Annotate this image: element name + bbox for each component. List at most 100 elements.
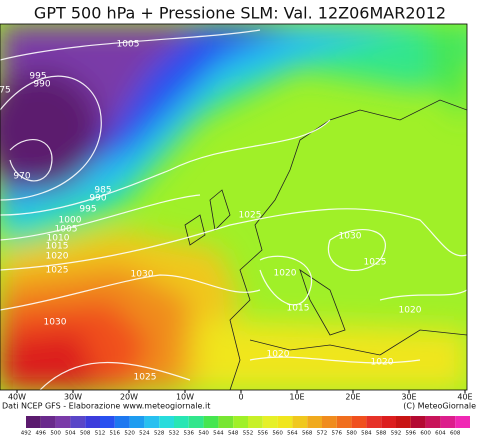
credits-left: Dati NCEP GFS - Elaborazione www.meteogi… — [2, 402, 210, 411]
scale-swatch — [40, 416, 56, 428]
credits-right: (C) MeteoGiornale — [403, 402, 476, 411]
scale-label: 524 — [139, 431, 150, 437]
scale-label: 568 — [302, 431, 313, 437]
isobar-label: 1015 — [287, 304, 310, 314]
scale-label: 548 — [228, 431, 239, 437]
scale-label: 576 — [332, 431, 343, 437]
longitude-label: 30W — [64, 393, 82, 402]
longitude-label: 40E — [457, 393, 472, 402]
longitude-label: 10E — [289, 393, 304, 402]
isobar-label: 1025 — [364, 258, 387, 268]
scale-label: 516 — [110, 431, 121, 437]
scale-label: 540 — [198, 431, 209, 437]
scale-swatch — [366, 416, 382, 428]
scale-swatch — [174, 416, 189, 428]
scale-swatch — [262, 416, 278, 428]
isobar-label: 1015 — [46, 242, 69, 252]
isobar-label: 1020 — [371, 358, 394, 368]
scale-label: 580 — [346, 431, 357, 437]
scale-label: 604 — [435, 431, 446, 437]
scale-swatch — [188, 416, 204, 428]
scale-swatch — [144, 416, 160, 428]
isobar-label: 1030 — [339, 232, 362, 242]
isobar-label: 990 — [89, 194, 106, 204]
scale-swatch — [248, 416, 263, 428]
isobar-label: 1005 — [55, 225, 78, 235]
scale-label: 596 — [406, 431, 417, 437]
scale-label: 564 — [287, 431, 298, 437]
isobar-label: 995 — [29, 72, 46, 82]
longitude-label: 40W — [8, 393, 26, 402]
isobar-label: 1010 — [47, 234, 70, 244]
map-title: GPT 500 hPa + Pressione SLM: Val. 12Z06M… — [34, 4, 446, 23]
scale-label: 584 — [361, 431, 372, 437]
scale-label: 532 — [169, 431, 180, 437]
scale-label: 528 — [154, 431, 165, 437]
scale-swatch — [307, 416, 322, 428]
scale-label: 544 — [213, 431, 224, 437]
isobar-label: 75 — [0, 86, 11, 96]
scale-swatch — [85, 416, 100, 428]
scale-label: 588 — [376, 431, 387, 437]
longitude-label: 10W — [176, 393, 194, 402]
isobar-label: 1025 — [239, 211, 262, 221]
scale-label: 592 — [391, 431, 402, 437]
isobar-label: 1030 — [44, 318, 67, 328]
scale-swatch — [396, 416, 411, 428]
scale-label: 500 — [50, 431, 61, 437]
isobar-label: 990 — [33, 80, 50, 90]
field — [0, 24, 467, 390]
scale-swatch — [100, 416, 115, 428]
scale-swatch — [292, 416, 308, 428]
scale-swatch — [233, 416, 248, 428]
scale-label: 552 — [243, 431, 254, 437]
scale-label: 492 — [21, 431, 32, 437]
scale-swatch — [351, 416, 367, 428]
scale-swatch — [26, 416, 41, 428]
scale-label: 520 — [124, 431, 135, 437]
isobar-label: 1025 — [134, 373, 157, 383]
scale-swatch — [70, 416, 86, 428]
scale-swatch — [425, 416, 441, 428]
scale-swatch — [336, 416, 352, 428]
scale-label: 560 — [272, 431, 283, 437]
isobar-label: 1020 — [274, 269, 297, 279]
scale-label: 600 — [420, 431, 431, 437]
isobar-label: 985 — [94, 186, 111, 196]
scale-swatch — [203, 416, 219, 428]
longitude-label: 0 — [238, 393, 243, 402]
scale-label: 608 — [450, 431, 461, 437]
scale-swatch — [322, 416, 337, 428]
isobar-label: 1020 — [267, 350, 290, 360]
scale-swatch — [440, 416, 456, 428]
isobar-label: 1030 — [131, 270, 154, 280]
scale-label: 572 — [317, 431, 328, 437]
isobar-label: 1020 — [46, 252, 69, 262]
map-frame — [0, 23, 468, 391]
scale-swatch — [455, 416, 470, 428]
scale-label: 504 — [65, 431, 76, 437]
isobar-label: 970 — [13, 172, 30, 182]
longitude-label: 20E — [345, 393, 360, 402]
longitude-label: 20W — [120, 393, 138, 402]
scale-swatch — [129, 416, 145, 428]
scale-label: 508 — [80, 431, 91, 437]
isobar-label: 1025 — [46, 266, 69, 276]
scale-swatch — [410, 416, 426, 428]
scale-swatch — [218, 416, 234, 428]
scale-swatch — [277, 416, 293, 428]
scale-label: 556 — [258, 431, 269, 437]
scale-swatch — [381, 416, 396, 428]
scale-label: 496 — [36, 431, 47, 437]
isobar-label: 1005 — [117, 40, 140, 50]
scale-label: 512 — [95, 431, 106, 437]
isobar-label: 995 — [79, 205, 96, 215]
scale-swatch — [159, 416, 174, 428]
isobar-label: 1000 — [59, 216, 82, 226]
longitude-label: 30E — [401, 393, 416, 402]
scale-swatch — [114, 416, 130, 428]
isobar-label: 1020 — [399, 306, 422, 316]
scale-swatch — [55, 416, 71, 428]
scale-label: 536 — [184, 431, 195, 437]
